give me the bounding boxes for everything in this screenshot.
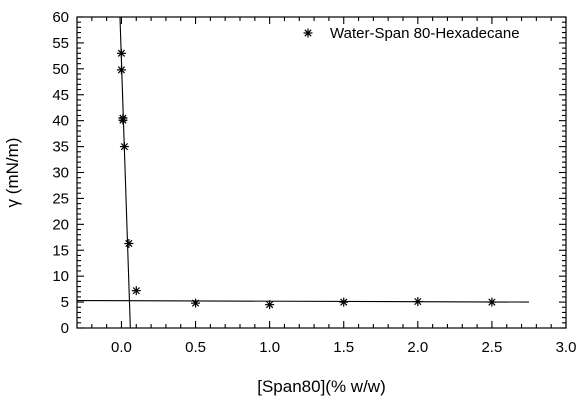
y-tick-label: 25 (52, 190, 69, 207)
y-tick-label: 55 (52, 35, 69, 52)
plot-frame (76, 16, 567, 329)
marker-stroke (117, 49, 126, 57)
x-tick-label: 2.5 (481, 339, 502, 356)
marker-stroke (304, 29, 312, 37)
marker-stroke (191, 299, 200, 307)
legend: Water-Span 80-Hexadecane (303, 25, 520, 42)
y-tick-label: 10 (52, 268, 69, 285)
marker-stroke (132, 287, 140, 295)
marker-stroke (266, 301, 274, 309)
y-tick-label: 35 (52, 139, 69, 156)
data-point (131, 286, 141, 296)
y-tick-label: 5 (61, 294, 69, 311)
x-tick-label: 0.5 (185, 339, 206, 356)
marker-stroke (414, 297, 422, 306)
x-tick-label: 0.0 (111, 339, 132, 356)
y-axis-title: γ (mN/m) (3, 138, 22, 208)
data-point (116, 65, 126, 75)
x-tick-label: 1.5 (333, 339, 354, 356)
x-tick-label: 1.0 (259, 339, 280, 356)
y-tick-label: 50 (52, 61, 69, 78)
marker-stroke (340, 298, 348, 306)
data-point (116, 48, 126, 58)
data-point (339, 297, 349, 307)
data-point (487, 297, 497, 307)
x-tick-label: 3.0 (556, 339, 577, 356)
y-tick-label: 15 (52, 242, 69, 259)
marker-stroke (488, 298, 496, 306)
data-point (265, 300, 275, 310)
fit-line (119, 16, 131, 329)
data-point (413, 297, 423, 307)
x-tick-labels: 0.0 0.5 1.0 1.5 2.0 2.5 3.0 (111, 339, 576, 356)
x-tick-label: 2.0 (407, 339, 428, 356)
y-tick-label: 20 (52, 216, 69, 233)
marker-stroke (117, 66, 126, 74)
legend-marker (303, 28, 313, 38)
axis-ticks (76, 16, 567, 329)
data-point (124, 239, 134, 249)
y-tick-label: 0 (61, 320, 69, 337)
marker-stroke (125, 239, 133, 248)
data-point (119, 142, 129, 152)
marker-stroke (120, 142, 129, 151)
y-tick-label: 40 (52, 113, 69, 130)
y-tick-label: 60 (52, 9, 69, 26)
fit-lines (76, 16, 529, 329)
data-point (118, 115, 128, 125)
legend-label: Water-Span 80-Hexadecane (330, 25, 520, 42)
x-axis-title: [Span80](% w/w) (257, 377, 386, 396)
marker-stroke (119, 116, 127, 124)
legend-asterisk (303, 28, 313, 38)
data-point (191, 298, 201, 308)
y-tick-labels: 0 5 10 15 20 25 30 35 40 45 50 55 60 (52, 9, 69, 337)
fit-line (76, 299, 529, 303)
data-points (116, 48, 497, 310)
y-tick-label: 45 (52, 87, 69, 104)
y-tick-label: 30 (52, 165, 69, 182)
